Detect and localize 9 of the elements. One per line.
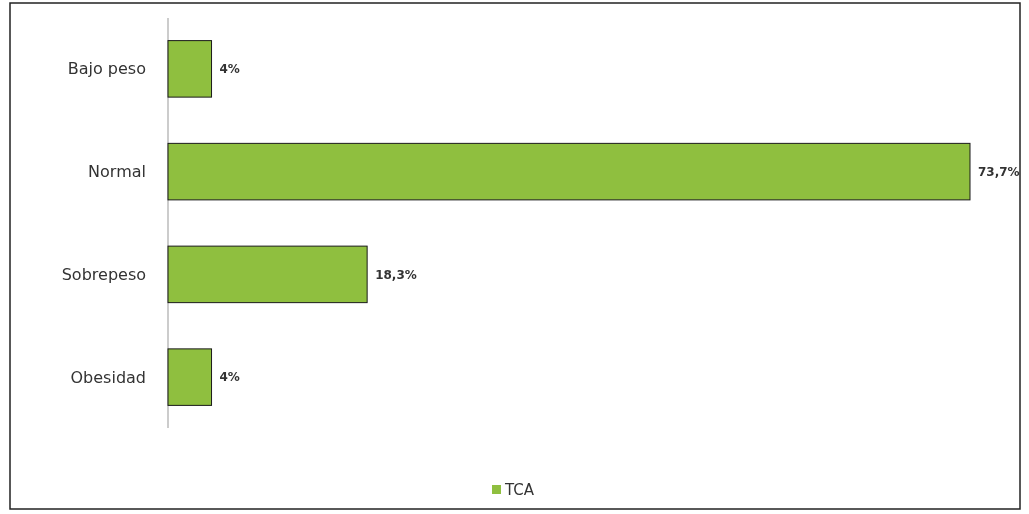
data-label: 73,7% <box>978 164 1020 179</box>
y-tick-label: Sobrepeso <box>61 264 146 284</box>
data-label: 4% <box>219 370 240 385</box>
y-tick-label: Normal <box>88 162 146 182</box>
data-label: 18,3% <box>375 267 417 282</box>
legend-label: TCA <box>504 481 535 500</box>
y-tick-label: Bajo peso <box>67 59 146 79</box>
y-tick-label: Obesidad <box>70 367 146 387</box>
data-label: 4% <box>219 62 240 77</box>
